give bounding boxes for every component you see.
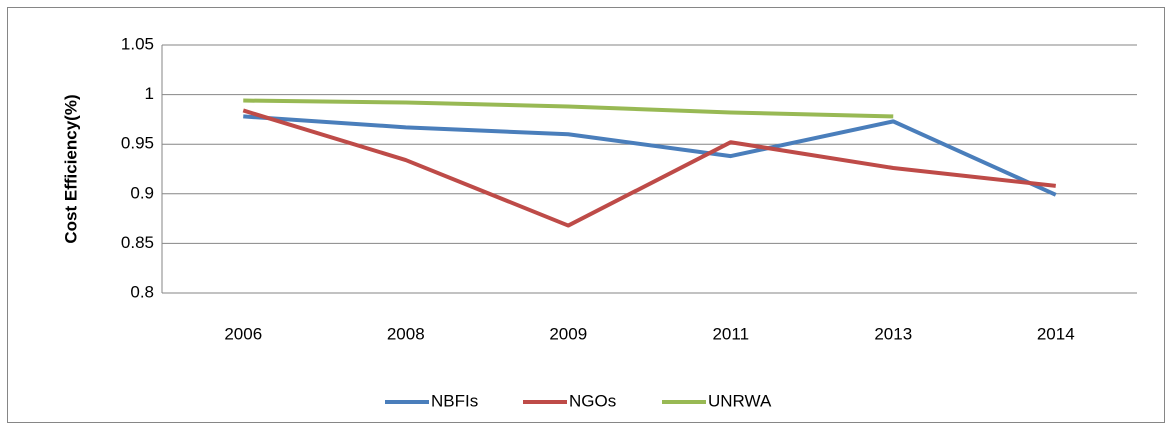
y-tick-label: 1.05 [121,34,154,53]
x-tick-label: 2009 [549,324,587,343]
legend-label: UNRWA [708,391,772,410]
series-line [242,108,1056,228]
x-tick-label: 2008 [387,324,425,343]
x-tick-label: 2006 [224,324,262,343]
y-tick-label: 0.85 [121,233,154,252]
series-line [243,98,894,119]
series-line [243,114,1057,197]
x-tick-label: 2011 [712,324,749,343]
y-tick-label: 0.8 [130,282,154,301]
y-axis-label: Cost Efficiency(%) [61,94,80,243]
legend-label: NBFIs [431,391,478,410]
y-tick-label: 0.9 [130,183,154,202]
y-tick-label: 1 [145,84,154,103]
legend-label: NGOs [569,391,616,410]
x-tick-label: 2014 [1037,324,1075,343]
x-tick-label: 2013 [874,324,912,343]
y-tick-label: 0.95 [121,134,154,153]
